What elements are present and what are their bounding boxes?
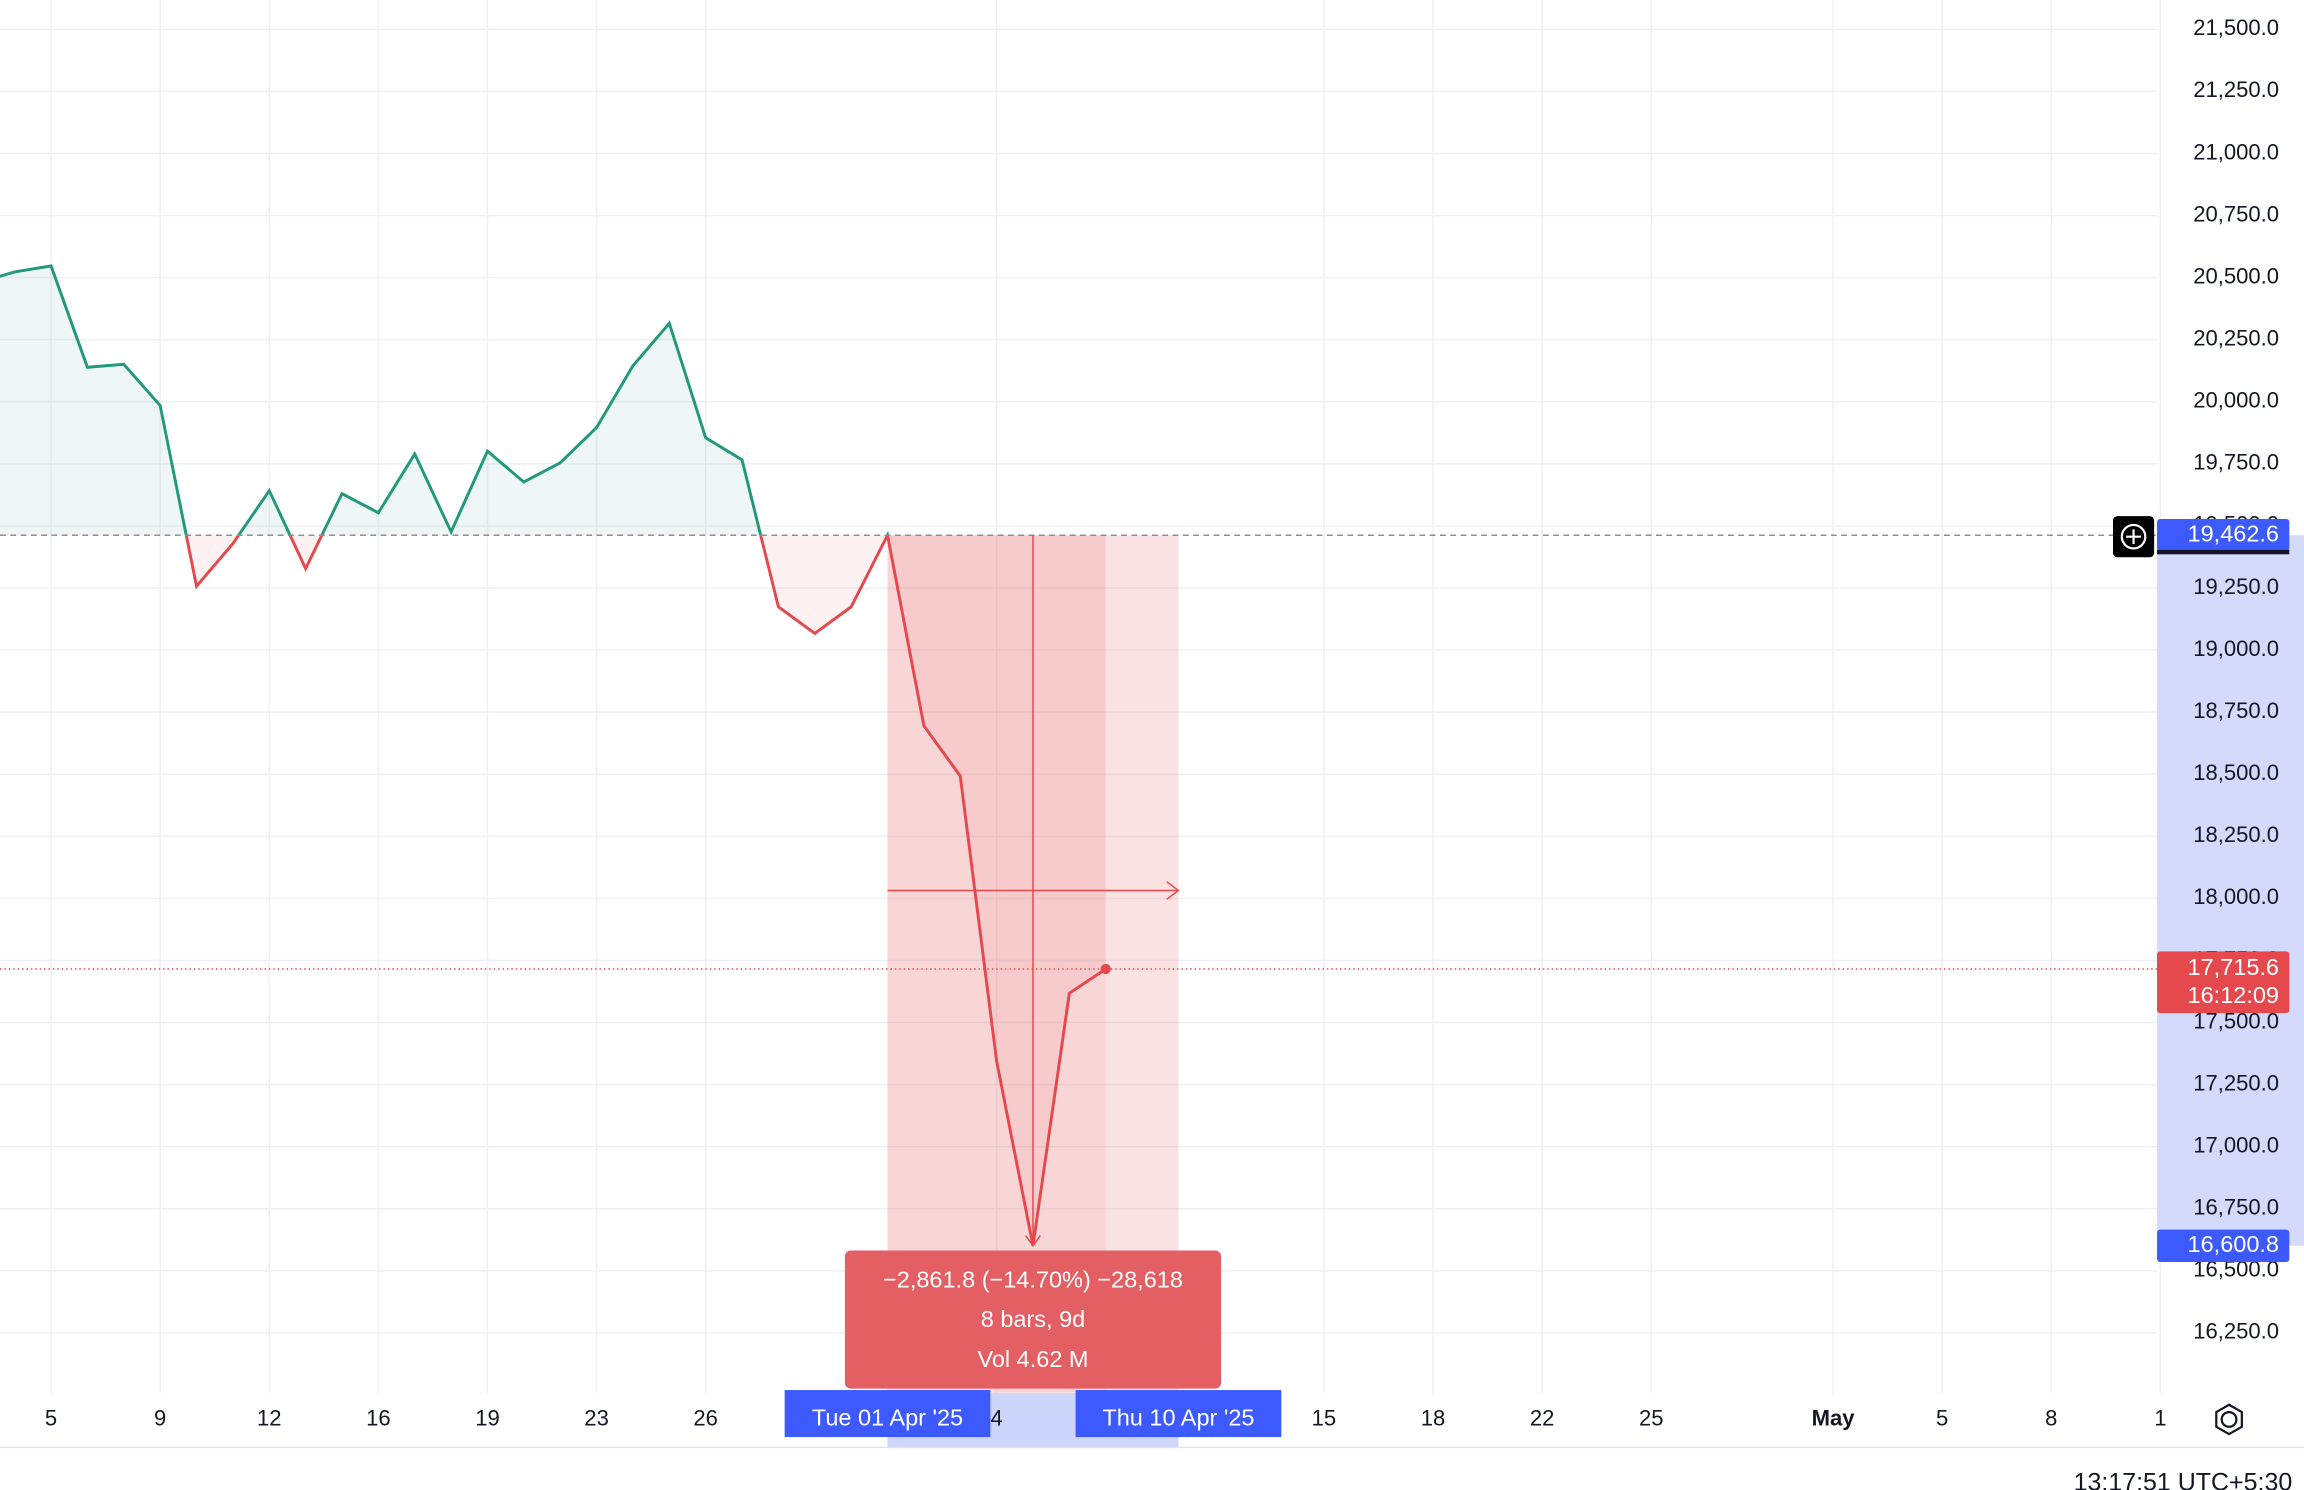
y-tick-label: 17,250.0 (2193, 1070, 2279, 1095)
x-tick-label: 16 (366, 1405, 391, 1430)
y-tick-label: 16,250.0 (2193, 1319, 2279, 1344)
y-tick-label: 18,500.0 (2193, 760, 2279, 785)
x-tick-label: 26 (693, 1405, 718, 1430)
y-tick-label: 20,500.0 (2193, 263, 2279, 288)
y-tick-label: 20,000.0 (2193, 388, 2279, 413)
y-tick-label: 19,750.0 (2193, 450, 2279, 475)
plus-sign (2126, 529, 2141, 545)
last-price-label: 17,715.6 (2188, 954, 2279, 980)
measure-h-head (1166, 881, 1180, 900)
y-tick-label: 20,750.0 (2193, 201, 2279, 226)
y-tick-label: 18,000.0 (2193, 884, 2279, 909)
y-tick-label: 17,000.0 (2193, 1133, 2279, 1158)
x-tick-label: 18 (1421, 1405, 1446, 1430)
x-tick-label: 5 (45, 1405, 57, 1430)
x-tick-label: 15 (1312, 1405, 1337, 1430)
x-tick-label: 1 (2154, 1405, 2166, 1430)
plus-circle (2120, 523, 2147, 550)
line-down (184, 535, 1107, 1247)
measure-change: −2,861.8 (−14.70%) −28,618 (883, 1267, 1183, 1293)
y-tick-label: 21,500.0 (2193, 15, 2279, 40)
measure-box-filled (887, 535, 1106, 1393)
y-tick-label: 19,000.0 (2193, 636, 2279, 661)
y-tick-label: 18,250.0 (2193, 822, 2279, 847)
y-tick-label: 16,750.0 (2193, 1195, 2279, 1220)
y-tick-label: 20,250.0 (2193, 326, 2279, 351)
x-tick-label: 22 (1530, 1405, 1555, 1430)
date-label-bg (784, 1390, 991, 1438)
date-label: Thu 10 Apr '25 (1102, 1405, 1254, 1431)
x-tick-label: 5 (1936, 1405, 1948, 1430)
measure-volume: Vol 4.62 M (977, 1346, 1088, 1372)
x-tick-label: 25 (1639, 1405, 1664, 1430)
x-tick-label: 23 (584, 1405, 609, 1430)
measure-low-label: 16,600.8 (2188, 1231, 2279, 1257)
last-point (1100, 963, 1111, 975)
measure-bars: 8 bars, 9d (981, 1306, 1086, 1332)
measure-low-tag (2157, 1229, 2290, 1262)
grid (0, 0, 2162, 1393)
area-down (186, 535, 1106, 1246)
baseline-tag (2157, 519, 2290, 552)
countdown-label: 16:12:09 (2188, 982, 2279, 1008)
y-tick-label: 19,250.0 (2193, 574, 2279, 599)
baseline-tag-shadow (2157, 549, 2290, 555)
plot (0, 264, 2158, 1393)
overlays: −2,861.8 (−14.70%) −28,618 8 bars, 9d Vol … (784, 516, 2290, 1438)
clock: 13:17:51 UTC+5:30 (2074, 1469, 2293, 1490)
line-up (0, 264, 890, 536)
measure-v-head (1025, 1235, 1041, 1248)
y-tick-label: 18,750.0 (2193, 698, 2279, 723)
area-up (0, 265, 1106, 536)
last-price-tag (2157, 951, 2290, 1014)
measure-tooltip (844, 1250, 1222, 1389)
settings-icon[interactable] (2215, 1403, 2243, 1436)
x-tick-label: May (1812, 1405, 1856, 1430)
y-tick-label: 21,000.0 (2193, 139, 2279, 164)
x-tick-label: 8 (2045, 1405, 2057, 1430)
date-label: Tue 01 Apr '25 (812, 1405, 963, 1431)
date-label-bg (1075, 1390, 1282, 1438)
x-tick-label: 19 (475, 1405, 500, 1430)
y-tick-label: 21,250.0 (2193, 77, 2279, 102)
x-tick-label: 9 (154, 1405, 166, 1430)
x-tick-label: 12 (257, 1405, 282, 1430)
baseline-label: 19,462.6 (2188, 520, 2279, 546)
x-tick-label: 4 (990, 1405, 1002, 1430)
price-range-highlight (2157, 535, 2304, 1246)
